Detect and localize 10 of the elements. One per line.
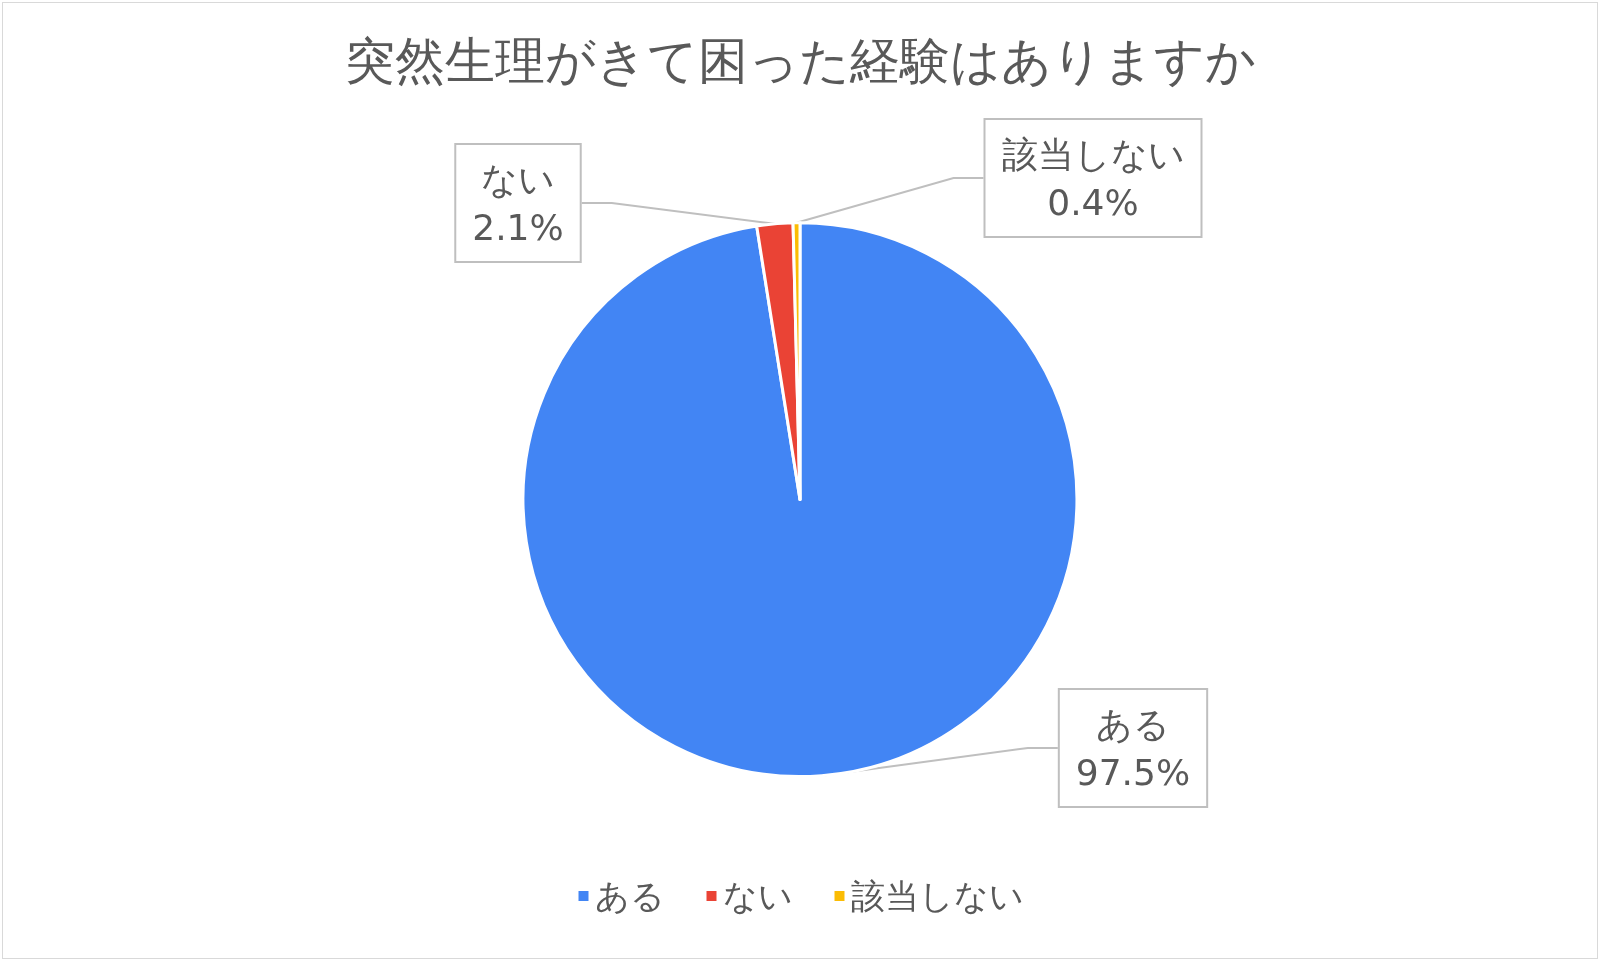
data-label: 97.5% <box>1075 751 1191 793</box>
slice-label: 該当しない <box>1001 133 1185 175</box>
legend-label: ない <box>722 876 793 916</box>
chart-title: 突然生理がきて困った経験はありますか <box>344 32 1256 90</box>
data-label: 2.1% <box>472 206 564 248</box>
slice-label: ある <box>1096 703 1170 745</box>
data-label: 0.4% <box>1047 181 1139 223</box>
legend-label: ある <box>594 876 665 916</box>
legend-label: 該当しない <box>850 876 1024 916</box>
slice-label: ない <box>481 158 555 200</box>
